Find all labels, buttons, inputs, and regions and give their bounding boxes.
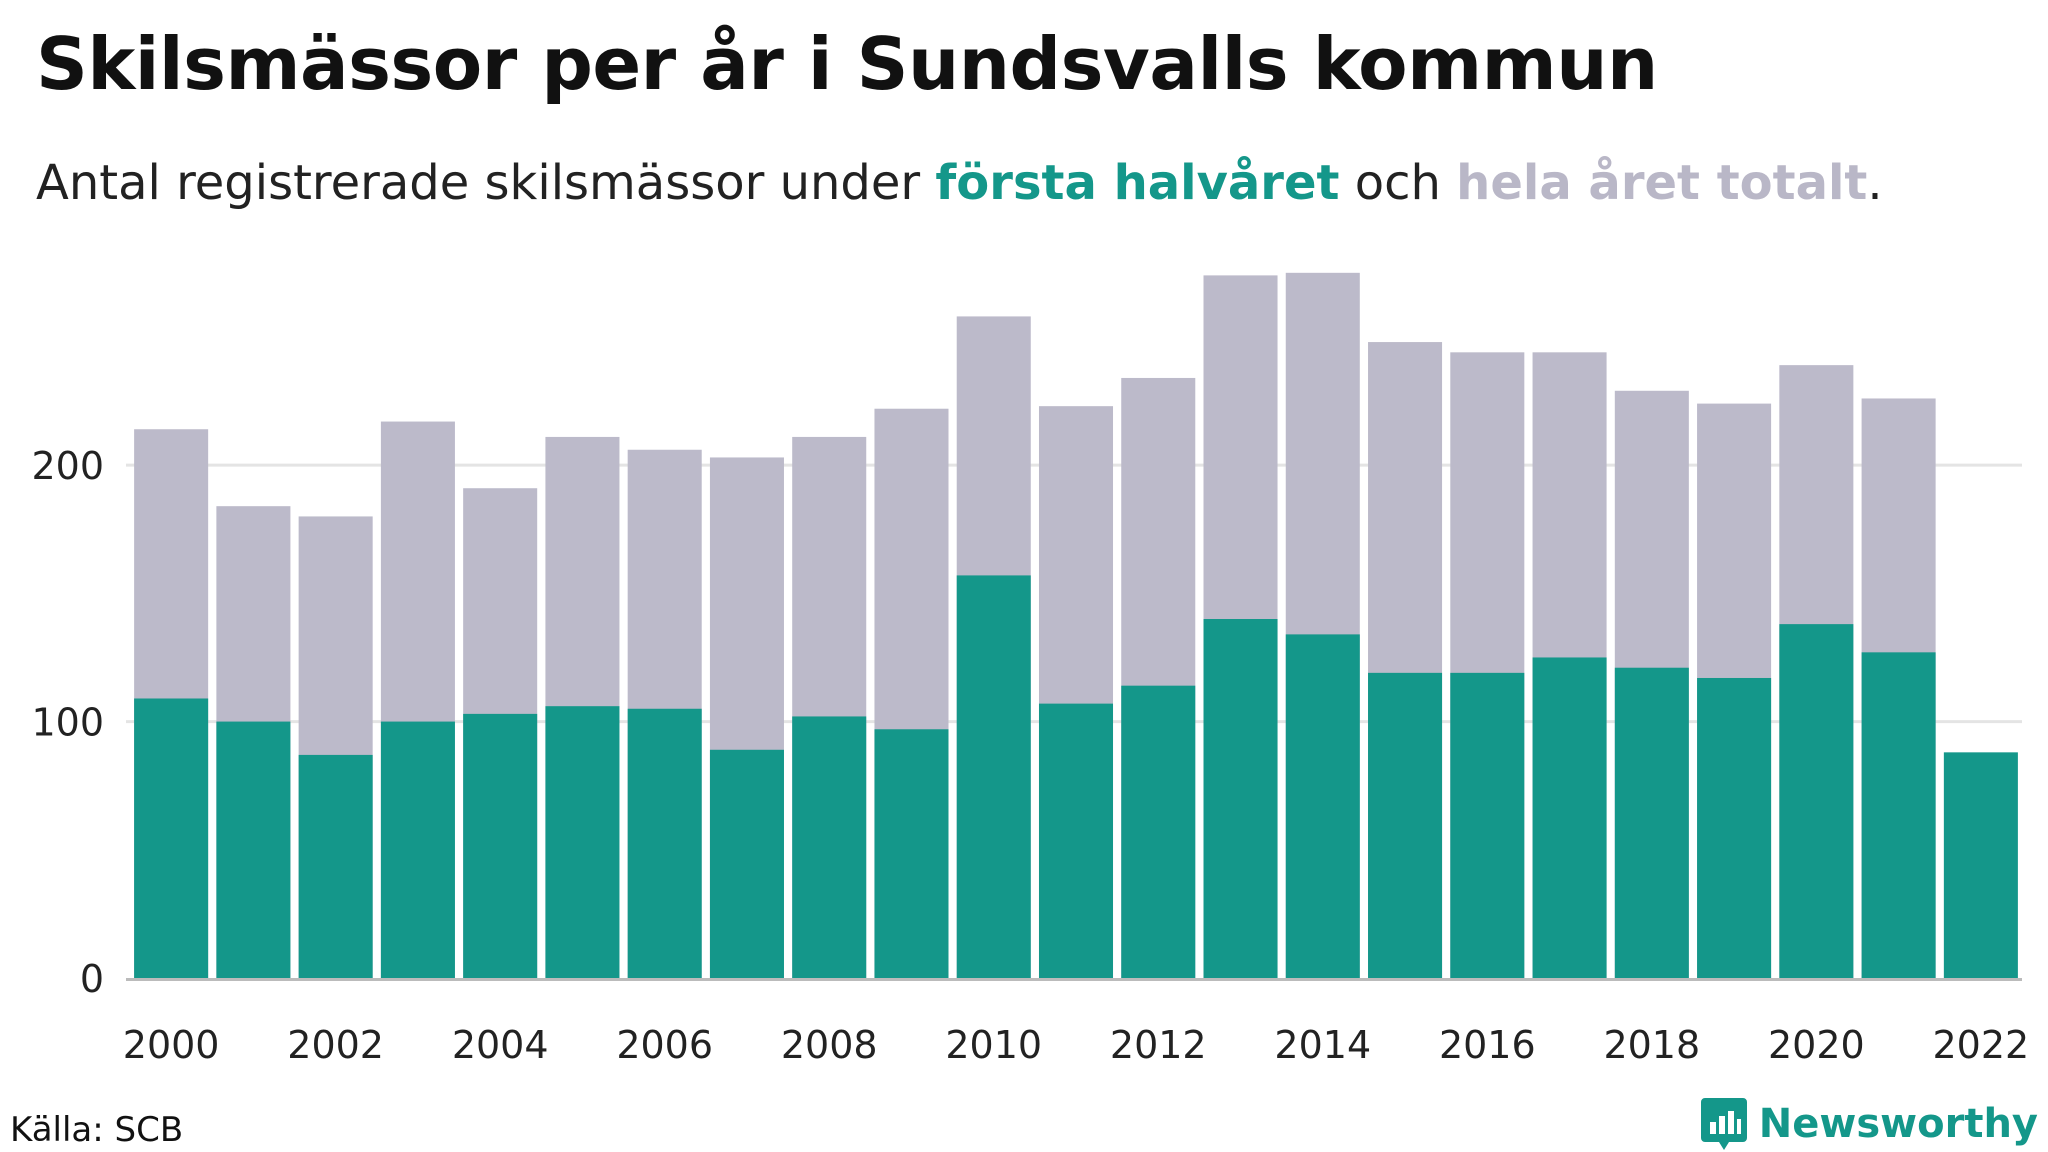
bar-first-half-2012 <box>1121 685 1196 978</box>
bar-first-half-2008 <box>792 716 867 978</box>
bar-first-half-2022 <box>1943 752 2018 978</box>
x-tick-label-2012: 2012 <box>1110 1023 1207 1067</box>
y-tick-label-200: 200 <box>31 444 104 488</box>
subtitle-prefix: Antal registrerade skilsmässor under <box>36 155 936 211</box>
chart-subtitle: Antal registrerade skilsmässor under för… <box>36 155 1883 211</box>
bar-first-half-2001 <box>216 721 291 978</box>
bar-first-half-2014 <box>1285 634 1360 978</box>
bars <box>134 272 2018 979</box>
bar-first-half-2000 <box>134 698 209 978</box>
x-tick-label-2020: 2020 <box>1768 1023 1865 1067</box>
x-tick-label-2016: 2016 <box>1439 1023 1536 1067</box>
bar-first-half-2018 <box>1614 667 1689 978</box>
x-tick-label-2000: 2000 <box>123 1023 220 1067</box>
source-label: Källa: SCB <box>10 1110 184 1150</box>
chart-title: Skilsmässor per år i Sundsvalls kommun <box>36 22 1658 106</box>
subtitle-first-half: första halvåret <box>935 155 1340 211</box>
bar-first-half-2015 <box>1368 672 1443 978</box>
bar-first-half-2021 <box>1861 652 1936 978</box>
y-tick-label-100: 100 <box>31 701 104 745</box>
bar-first-half-2007 <box>709 749 784 978</box>
bar-first-half-2013 <box>1203 619 1278 978</box>
brand-logo[interactable]: Newsworthy <box>1700 1098 2038 1150</box>
newsworthy-logo-icon <box>1700 1098 1747 1150</box>
bar-first-half-2005 <box>545 706 620 978</box>
bar-first-half-2017 <box>1532 657 1607 978</box>
subtitle-total: hela året totalt <box>1456 155 1868 211</box>
subtitle-suffix: . <box>1867 155 1883 211</box>
bar-first-half-2006 <box>627 708 702 978</box>
bar-chart: 0 100 200 2000 2002 2004 2006 2008 2010 2012 2014 2… <box>31 272 2029 1067</box>
bar-first-half-2003 <box>380 721 455 978</box>
x-tick-label-2008: 2008 <box>781 1023 878 1067</box>
bar-first-half-2020 <box>1779 624 1854 978</box>
subtitle-middle: och <box>1339 155 1457 211</box>
x-tick-label-2018: 2018 <box>1603 1023 1700 1067</box>
brand-name: Newsworthy <box>1758 1101 2038 1147</box>
bar-first-half-2011 <box>1038 703 1114 978</box>
bar-first-half-2009 <box>874 729 949 978</box>
y-tick-label-0: 0 <box>80 957 104 1001</box>
bar-first-half-2002 <box>298 754 373 978</box>
bar-first-half-2004 <box>463 713 538 978</box>
x-tick-label-2006: 2006 <box>616 1023 713 1067</box>
x-tick-label-2002: 2002 <box>287 1023 384 1067</box>
bar-first-half-2010 <box>956 575 1031 978</box>
bar-first-half-2019 <box>1697 677 1772 978</box>
x-tick-label-2014: 2014 <box>1274 1023 1371 1067</box>
x-tick-label-2004: 2004 <box>452 1023 549 1067</box>
bar-first-half-2016 <box>1450 672 1525 978</box>
x-tick-label-2022: 2022 <box>1933 1023 2030 1067</box>
axes: 0 100 200 2000 2002 2004 2006 2008 2010 2012 2014 2… <box>31 444 2029 1067</box>
x-tick-label-2010: 2010 <box>945 1023 1042 1067</box>
